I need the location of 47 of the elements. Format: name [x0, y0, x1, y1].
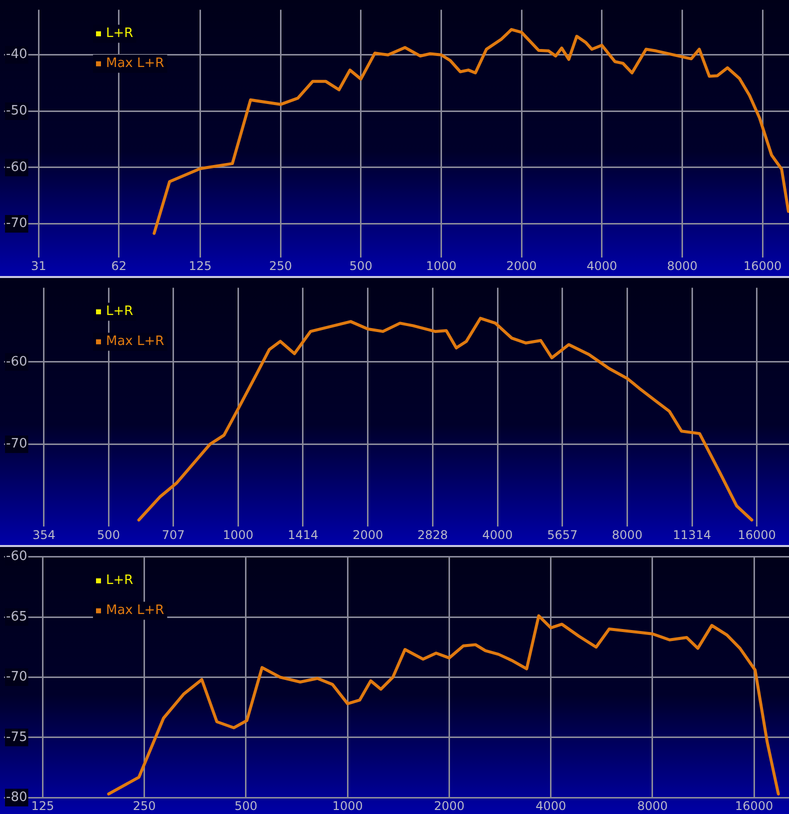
y-tick-label: -65 — [6, 609, 28, 624]
y-tick-label: -60 — [6, 354, 28, 370]
x-tick-label: 354 — [32, 528, 56, 542]
x-tick-label: 1000 — [426, 258, 456, 273]
x-tick-label: 4000 — [536, 798, 566, 813]
x-tick-label: 4000 — [482, 528, 513, 542]
legend-label: L+R — [106, 573, 134, 588]
y-tick-label: -60 — [6, 549, 28, 564]
x-tick-label: 2000 — [434, 798, 464, 813]
x-tick-label: 4000 — [586, 258, 618, 273]
y-tick-label: -70 — [6, 670, 28, 685]
x-tick-label: 1414 — [288, 528, 318, 542]
x-tick-label: 1000 — [332, 798, 363, 813]
x-tick-label: 125 — [188, 258, 212, 273]
x-tick-label: 16000 — [735, 798, 774, 813]
x-tick-label: 5657 — [547, 528, 578, 542]
x-tick-label: 2000 — [352, 528, 384, 542]
y-tick-label: -50 — [6, 104, 28, 119]
legend-label: L+R — [106, 26, 134, 42]
x-tick-label: 2000 — [506, 258, 537, 273]
legend-label: L+R — [106, 304, 134, 320]
x-tick-label: 500 — [234, 798, 258, 813]
y-tick-label: -60 — [6, 160, 28, 175]
x-tick-label: 707 — [162, 528, 185, 542]
y-tick-label: -70 — [6, 436, 28, 452]
x-tick-label: 62 — [111, 258, 127, 273]
x-tick-label: 8000 — [612, 528, 642, 542]
x-tick-label: 8000 — [666, 258, 698, 273]
x-tick-label: 11314 — [672, 528, 712, 542]
x-tick-label: 125 — [31, 798, 54, 813]
x-tick-label: 2828 — [417, 528, 448, 542]
x-tick-label: 500 — [349, 258, 372, 273]
x-tick-label: 500 — [97, 528, 120, 542]
x-tick-label: 31 — [30, 258, 46, 273]
x-tick-label: 1000 — [222, 528, 254, 542]
x-tick-label: 16000 — [743, 258, 782, 273]
legend-label: Max L+R — [106, 603, 164, 618]
x-tick-label: 16000 — [738, 528, 776, 542]
legend-label: Max L+R — [106, 56, 164, 72]
x-tick-label: 8000 — [637, 798, 668, 813]
y-tick-label: -75 — [6, 730, 28, 745]
x-tick-label: 250 — [132, 798, 156, 813]
y-tick-label: -40 — [6, 47, 28, 62]
y-tick-label: -70 — [6, 216, 28, 232]
y-tick-label: -80 — [6, 790, 28, 805]
legend-label: Max L+R — [106, 334, 164, 350]
x-tick-label: 250 — [269, 258, 292, 273]
